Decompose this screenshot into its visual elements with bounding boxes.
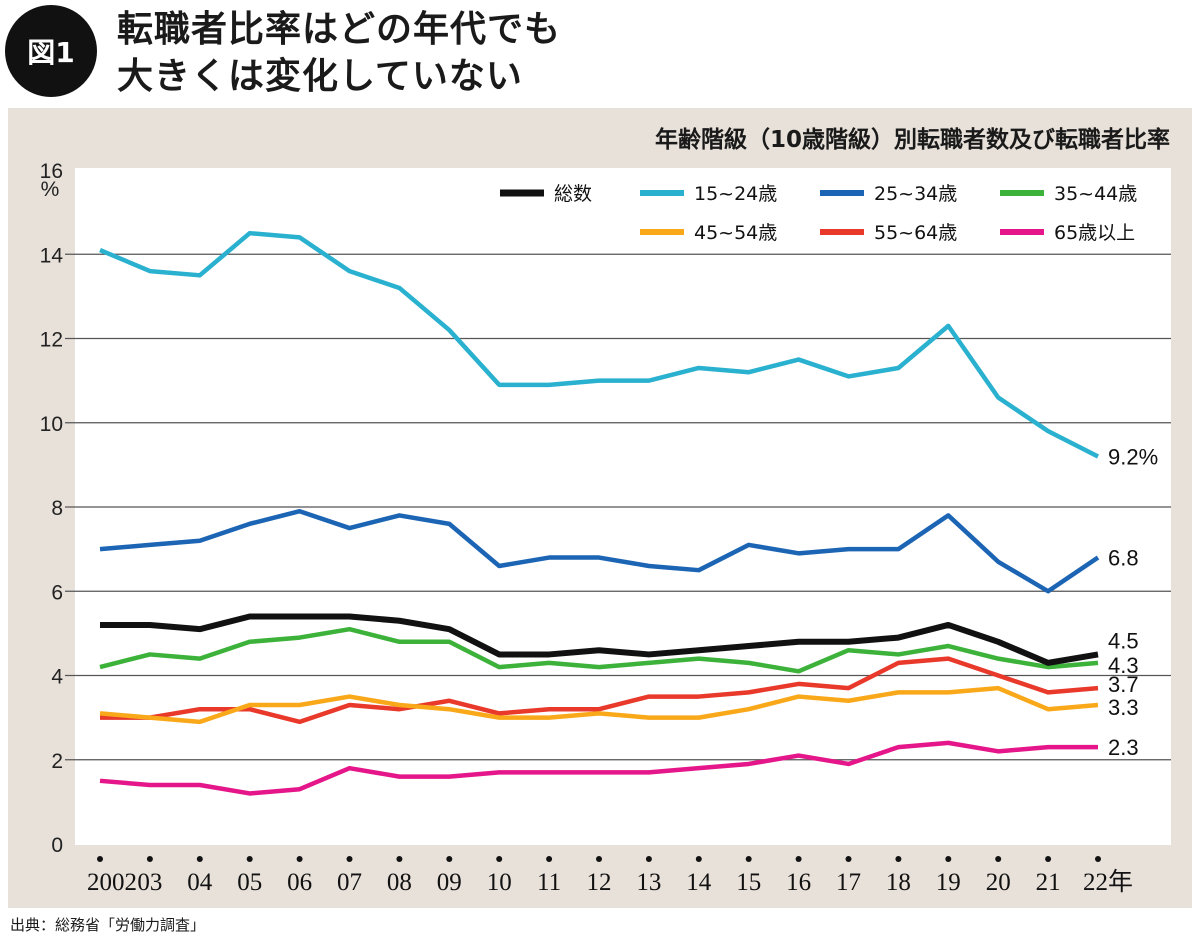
x-tick-label: 07 xyxy=(337,869,362,896)
x-tick-dot xyxy=(446,856,453,862)
x-tick-label: 19 xyxy=(936,869,961,896)
x-tick-label: 03 xyxy=(137,869,162,896)
end-value-label: 4.5 xyxy=(1108,628,1139,653)
x-tick-label: 12 xyxy=(587,869,612,896)
x-tick-label: 09 xyxy=(437,869,462,896)
end-value-label: 2.3 xyxy=(1108,735,1139,760)
x-tick-dot xyxy=(146,856,153,862)
x-tick-dot xyxy=(895,856,902,862)
page-title: 転職者比率はどの年代でも 大きくは変化していない xyxy=(117,6,561,100)
legend-label: 65歳以上 xyxy=(1054,222,1135,244)
x-tick-label: 08 xyxy=(387,869,412,896)
x-tick-dot xyxy=(296,856,303,862)
title-line-2: 大きくは変化していない xyxy=(117,56,523,97)
x-tick-dot xyxy=(246,856,253,862)
x-tick-dot xyxy=(496,856,503,862)
x-tick-dot xyxy=(1095,856,1101,862)
y-tick-label: 0 xyxy=(51,834,63,857)
series-line-65歳以上 xyxy=(99,740,1098,796)
x-tick-label: 10 xyxy=(487,869,512,896)
end-value-label: 3.7 xyxy=(1108,672,1139,697)
y-tick-label: 10 xyxy=(40,413,63,436)
chart-title: 年齢階級（10歳階級）別転職者数及び転職者比率 xyxy=(654,127,1170,153)
y-tick-label: 8 xyxy=(51,497,63,520)
x-tick-label: 04 xyxy=(187,869,213,896)
x-tick-label: 06 xyxy=(287,869,312,896)
x-tick-label: 20 xyxy=(986,869,1011,896)
legend-label: 15~24歳 xyxy=(694,183,777,205)
x-tick-label: 22年 xyxy=(1083,868,1133,896)
y-tick-label: 2 xyxy=(51,750,63,773)
source-note: 出典：総務省「労働力調査」 xyxy=(10,916,206,934)
x-tick-label: 15 xyxy=(736,869,761,896)
end-value-label: 9.2% xyxy=(1108,444,1158,469)
x-tick-dot xyxy=(945,856,952,862)
y-tick-label: 4 xyxy=(51,666,63,689)
end-value-label: 4.3 xyxy=(1108,653,1139,678)
legend-label: 55~64歳 xyxy=(874,222,957,244)
x-tick-dot xyxy=(196,856,203,862)
x-tick-label: 11 xyxy=(537,869,561,896)
x-tick-dot xyxy=(596,856,602,862)
y-tick-label: 6 xyxy=(51,581,63,604)
x-tick-dot xyxy=(845,856,852,862)
x-tick-dot xyxy=(795,856,802,862)
x-tick-label: 21 xyxy=(1036,869,1061,896)
figure-badge: 図1 xyxy=(5,5,97,97)
y-tick-label: 12 xyxy=(40,329,63,352)
x-tick-dot xyxy=(645,856,652,862)
series-line-25~34歳 xyxy=(99,508,1100,594)
x-tick-label: 18 xyxy=(886,869,911,896)
x-tick-dot xyxy=(695,856,702,862)
legend-label: 総数 xyxy=(554,183,592,205)
title-line-1: 転職者比率はどの年代でも xyxy=(117,9,562,50)
x-tick-label: 13 xyxy=(636,869,661,896)
x-tick-dot xyxy=(546,856,553,862)
x-tick-dot xyxy=(97,856,103,862)
x-tick-label: 05 xyxy=(237,869,262,896)
x-tick-dot xyxy=(346,856,353,862)
end-value-label: 3.3 xyxy=(1108,695,1139,720)
x-tick-label: 16 xyxy=(786,869,811,896)
y-axis-unit: % xyxy=(41,178,60,201)
x-tick-dot xyxy=(1045,856,1052,862)
x-tick-dot xyxy=(396,856,403,862)
x-tick-label: 2002 xyxy=(87,869,137,896)
end-value-label: 6.8 xyxy=(1108,546,1139,571)
x-tick-dot xyxy=(745,856,752,862)
legend-label: 35~44歳 xyxy=(1054,183,1137,205)
y-tick-label: 16 xyxy=(40,160,63,183)
x-tick-label: 14 xyxy=(686,869,712,896)
legend-label: 25~34歳 xyxy=(874,183,957,205)
y-tick-label: 14 xyxy=(40,244,64,267)
x-tick-dot xyxy=(995,856,1002,862)
legend-label: 45~54歳 xyxy=(694,222,777,244)
x-tick-label: 17 xyxy=(836,869,861,896)
